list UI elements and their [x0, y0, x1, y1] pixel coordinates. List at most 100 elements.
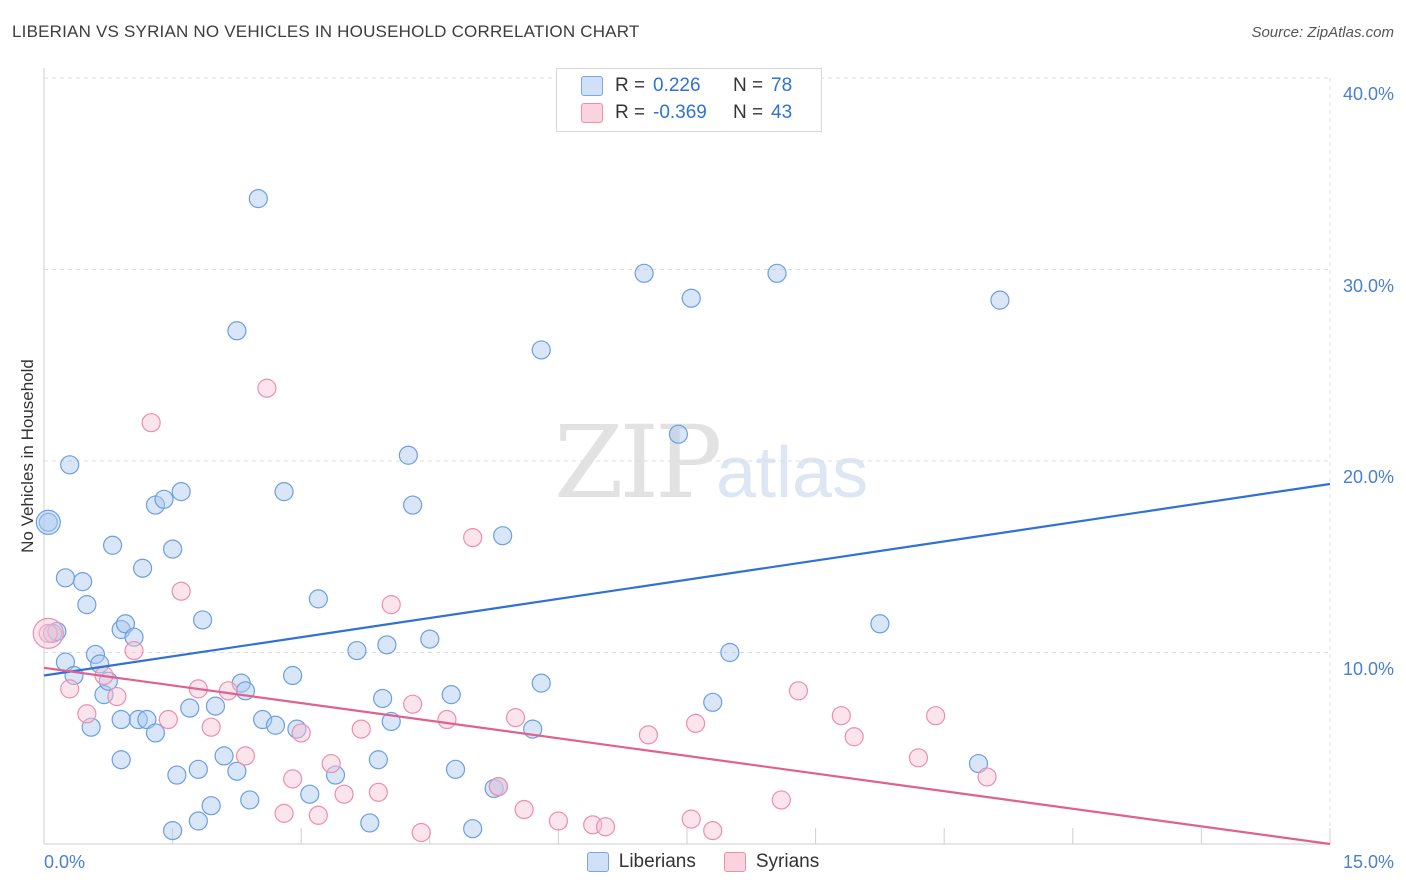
data-point: [703, 692, 723, 712]
data-point: [381, 595, 401, 615]
data-point: [240, 790, 260, 810]
data-point: [926, 706, 946, 726]
data-point: [180, 698, 200, 718]
legend-row-liberians: R = 0.226 N = 78: [581, 75, 792, 97]
liberians-swatch: [581, 76, 603, 96]
data-point: [771, 790, 791, 810]
data-point: [681, 288, 701, 308]
data-point: [145, 723, 166, 743]
data-point: [321, 753, 341, 774]
data-point: [283, 769, 303, 789]
r-value: 0.226: [653, 75, 701, 96]
data-point: [205, 696, 226, 716]
data-point: [158, 709, 178, 730]
data-point: [218, 681, 238, 701]
data-point: [201, 717, 221, 737]
data-point: [990, 290, 1010, 310]
syrians-trend-line: [43, 666, 1331, 846]
grid-lines: [44, 77, 1331, 844]
data-point: [634, 263, 654, 283]
data-point: [283, 665, 303, 686]
n-value: 78: [771, 75, 793, 96]
data-point: [111, 709, 131, 730]
data-point: [844, 727, 864, 747]
data-point: [377, 635, 397, 655]
data-point: [638, 725, 659, 745]
data-point: [788, 681, 809, 701]
data-point: [188, 811, 208, 831]
r-label: R =: [615, 75, 646, 96]
data-point: [137, 709, 157, 730]
data-point: [463, 527, 483, 548]
data-point: [163, 820, 183, 841]
data-point: [441, 685, 461, 705]
data-point: [60, 679, 80, 699]
data-point: [265, 715, 286, 735]
data-point: [595, 817, 616, 837]
data-point: [968, 753, 989, 774]
data-point: [274, 803, 294, 823]
x-tick-label-min: 0.0%: [44, 852, 86, 872]
legend-label: Syrians: [755, 851, 820, 872]
data-point: [531, 340, 551, 360]
data-point: [411, 822, 431, 843]
axes: [43, 68, 1331, 845]
y-tick-label: 20.0%: [1342, 467, 1394, 487]
data-point: [437, 709, 457, 730]
data-point: [55, 568, 76, 588]
data-point: [505, 708, 526, 728]
data-point: [308, 589, 328, 609]
data-point: [163, 539, 183, 559]
watermark-atlas: atlas: [716, 433, 869, 513]
data-point: [171, 482, 191, 502]
data-point: [325, 765, 346, 785]
data-point: [870, 614, 890, 634]
data-point: [767, 263, 787, 283]
y-tick-label: 30.0%: [1342, 275, 1394, 296]
data-point: [488, 776, 508, 797]
data-point: [235, 746, 256, 766]
source-label: Source: ZipAtlas.com: [1251, 24, 1394, 41]
data-point: [398, 445, 418, 465]
n-label: N =: [733, 75, 764, 96]
data-point: [124, 640, 144, 661]
data-point-large: [32, 617, 64, 649]
data-point: [214, 746, 234, 766]
chart-title: LIBERIAN VS SYRIAN NO VEHICLES IN HOUSEH…: [12, 22, 640, 41]
data-point: [188, 759, 208, 779]
syrians-swatch: [723, 852, 746, 872]
y-tick-label: 10.0%: [1342, 658, 1394, 679]
data-point: [334, 784, 354, 804]
data-point: [360, 813, 380, 833]
data-point: [403, 495, 423, 515]
data-point: [445, 759, 466, 779]
liberians-trend-line: [43, 482, 1331, 677]
legend-item-syrians[interactable]: Syrians: [723, 851, 820, 873]
trend-lines: [43, 482, 1331, 846]
x-tick-label-max: 15.0%: [1342, 852, 1394, 872]
data-point: [681, 809, 701, 829]
series-legend: Liberians Syrians: [0, 851, 1406, 873]
correlation-legend: R = 0.226 N = 78 R = -0.369 N = 43: [556, 68, 822, 132]
legend-item-liberians[interactable]: Liberians: [586, 851, 696, 873]
data-point: [38, 512, 58, 532]
data-point: [38, 623, 58, 643]
data-point: [308, 805, 328, 825]
data-point: [514, 799, 534, 820]
data-point: [403, 694, 423, 714]
n-label: N =: [733, 102, 764, 123]
data-point: [111, 750, 131, 770]
data-point: [347, 640, 367, 661]
data-point: [167, 765, 187, 785]
data-point: [720, 642, 740, 663]
data-point: [977, 767, 997, 787]
data-point: [227, 761, 247, 781]
data-point: [60, 455, 80, 475]
data-point: [248, 189, 268, 209]
data-point: [154, 489, 174, 509]
data-point: [668, 424, 689, 444]
data-point: [420, 629, 440, 649]
data-point: [227, 321, 247, 341]
data-point: [908, 748, 929, 768]
